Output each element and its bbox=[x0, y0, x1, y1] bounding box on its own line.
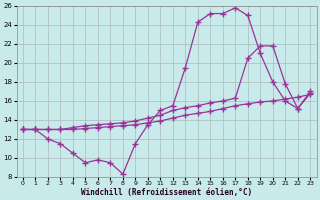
X-axis label: Windchill (Refroidissement éolien,°C): Windchill (Refroidissement éolien,°C) bbox=[81, 188, 252, 197]
